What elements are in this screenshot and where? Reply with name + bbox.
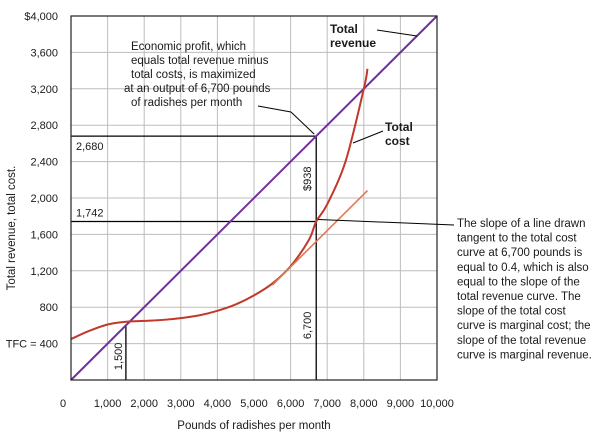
- x-tick-label: 3,000: [167, 398, 195, 410]
- total-revenue-label: Total: [330, 22, 358, 36]
- y-tick-label: 2,400: [30, 157, 58, 169]
- x-axis-title: Pounds of radishes per month: [177, 420, 330, 432]
- breakeven-x-label: 1,500: [113, 343, 125, 371]
- slope-callout-line: curve is marginal cost; the: [457, 320, 591, 332]
- slope-callout-line: curve is marginal revenue.: [457, 349, 592, 361]
- revenue-at-optimum-label: 2,680: [76, 141, 104, 153]
- profit-callout-line: at an output of 6,700 pounds: [124, 83, 271, 95]
- y-tick-label: 1,600: [30, 229, 58, 241]
- profit-label: $938: [302, 167, 314, 191]
- slope-callout-line: slope of the total cost: [457, 306, 566, 318]
- total-revenue-label: revenue: [330, 36, 376, 50]
- axes: 0 1,000 2,000 3,000 4,000 5,000 6,000 7,000 8,00…: [6, 11, 454, 432]
- series: [70, 15, 438, 381]
- slope-callout-line: equal to the slope of the: [457, 276, 580, 288]
- total-cost-curve: [70, 68, 369, 340]
- y-tick-label: 3,200: [30, 84, 58, 96]
- profit-callout-pointer: [257, 105, 292, 113]
- y-axis-title: Total revenue, total cost.: [6, 166, 18, 291]
- profit-callout-line: of radishes per month: [131, 97, 242, 109]
- optimum-x-label: 6,700: [302, 312, 314, 340]
- slope-callout-line: slope of the total revenue: [457, 335, 586, 347]
- slope-callout-line: total revenue curve. The: [457, 291, 581, 303]
- x-tick-label: 1,000: [94, 398, 122, 410]
- y-tick-label: 800: [40, 302, 58, 314]
- total-revenue-pointer: [376, 29, 418, 37]
- profit-callout-pointer: [290, 111, 315, 135]
- slope-callout-line: tangent to the total cost: [457, 233, 577, 245]
- labels: 2,6801,742$9386,7001,500TotalrevenueTota…: [76, 22, 592, 370]
- tangent-line: [271, 189, 369, 286]
- x-tick-label: 4,000: [204, 398, 232, 410]
- y-tick-label: 2,000: [30, 193, 58, 205]
- x-tick-label: 6,000: [277, 398, 305, 410]
- plot-border: [70, 15, 438, 381]
- y-tick-label: $4,000: [24, 11, 58, 23]
- total-cost-label: cost: [385, 134, 410, 148]
- y-tick-label: TFC = 400: [6, 339, 58, 351]
- total-cost-pointer: [352, 130, 384, 144]
- y-tick-label: 1,200: [30, 266, 58, 278]
- slope-callout-line: equal to 0.4, which is also: [457, 262, 589, 274]
- slope-callout-line: The slope of a line drawn: [457, 218, 586, 230]
- cost-at-optimum-label: 1,742: [76, 207, 104, 219]
- reference-lines: [71, 135, 317, 380]
- profit-callout-line: equals total revenue minus: [131, 55, 269, 67]
- slope-callout-line: curve at 6,700 pounds is: [457, 247, 583, 259]
- slope-callout-pointer: [318, 218, 455, 226]
- profit-callout-line: Economic profit, which: [131, 41, 246, 53]
- total-cost-label: Total: [385, 120, 413, 134]
- x-tick-label: 7,000: [313, 398, 341, 410]
- x-tick-label: 8,000: [350, 398, 378, 410]
- y-tick-label: 2,800: [30, 120, 58, 132]
- x-tick-label: 9,000: [387, 398, 415, 410]
- total-revenue-line: [70, 15, 438, 381]
- x-tick-label: 10,000: [420, 398, 454, 410]
- y-tick-label: 3,600: [30, 47, 58, 59]
- x-tick-label: 2,000: [130, 398, 158, 410]
- x-tick-label: 5,000: [240, 398, 268, 410]
- profit-callout-line: total costs, is maximized: [131, 69, 256, 81]
- x-origin-label: 0: [60, 398, 66, 410]
